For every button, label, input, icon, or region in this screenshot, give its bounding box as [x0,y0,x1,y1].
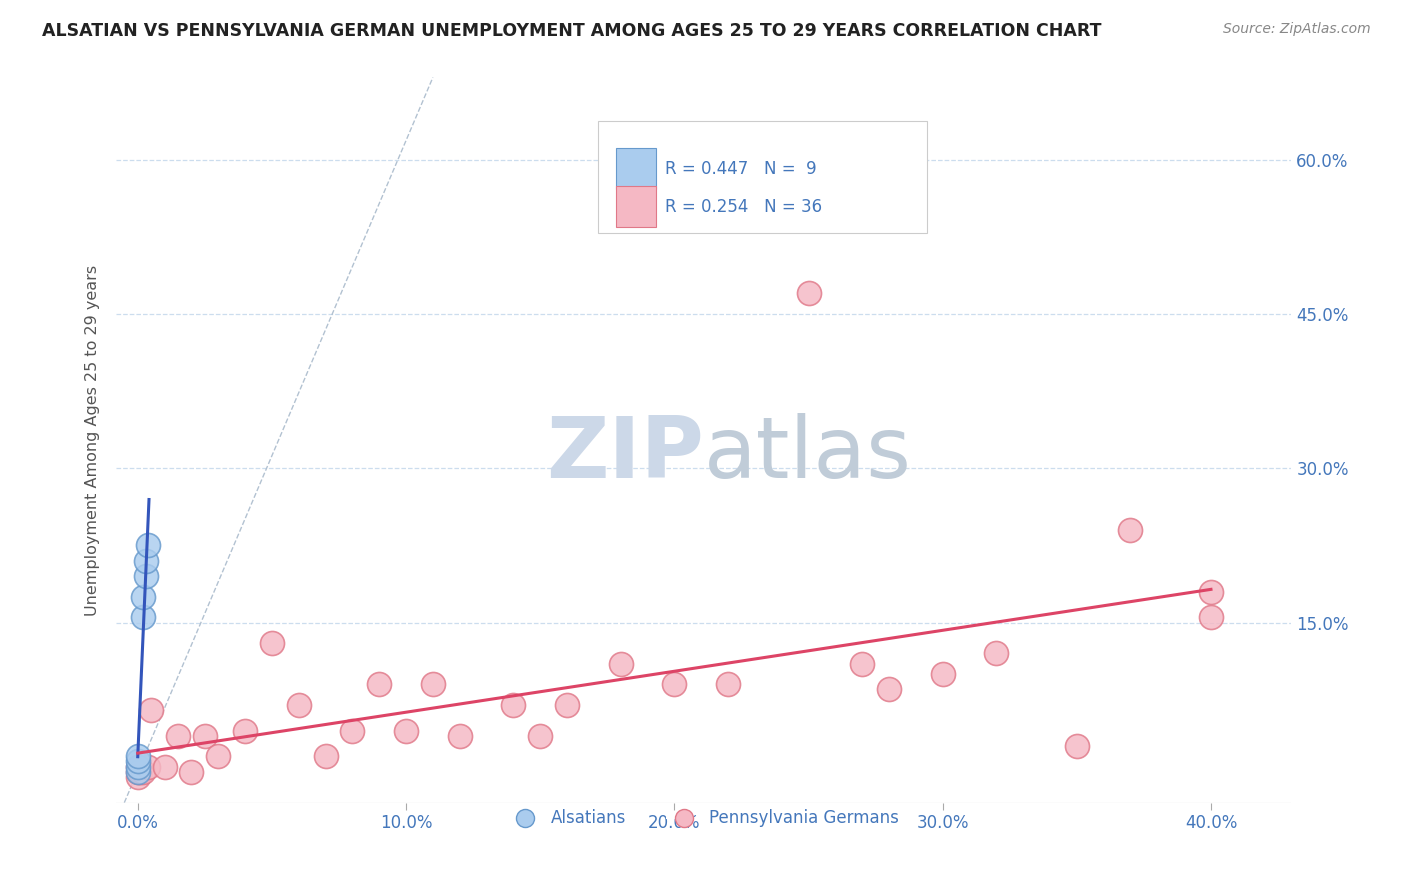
Point [132,610,155,624]
FancyBboxPatch shape [598,121,927,234]
Legend: Alsatians, Pennsylvania Germans: Alsatians, Pennsylvania Germans [502,803,905,834]
Point [127,749,149,764]
Point [717,677,740,691]
Point [132,590,155,604]
Point [609,657,631,671]
Point [167,729,190,743]
Point [135,554,157,568]
Text: ZIP: ZIP [546,413,704,496]
FancyBboxPatch shape [616,148,655,189]
Point [555,698,578,712]
Text: atlas: atlas [704,413,912,496]
Point [153,759,176,773]
Point [529,729,551,743]
Point [877,682,900,697]
Text: R = 0.447   N =  9: R = 0.447 N = 9 [665,160,817,178]
Point [502,698,524,712]
Point [127,759,149,773]
Point [127,759,149,773]
Text: R = 0.254   N = 36: R = 0.254 N = 36 [665,198,823,216]
Point [931,667,953,681]
Point [127,755,149,769]
Point [395,723,418,738]
Point [127,764,149,779]
Point [233,723,256,738]
Point [1199,584,1222,599]
Point [127,764,149,779]
Point [207,749,229,764]
Point [287,698,309,712]
Point [194,729,217,743]
Point [797,286,820,301]
Point [449,729,471,743]
Point [141,703,163,717]
Point [851,657,873,671]
Point [132,764,155,779]
Point [127,770,149,784]
Point [368,677,391,691]
Point [342,723,364,738]
Point [1119,523,1142,537]
FancyBboxPatch shape [616,186,655,227]
Y-axis label: Unemployment Among Ages 25 to 29 years: Unemployment Among Ages 25 to 29 years [86,264,100,615]
Text: Source: ZipAtlas.com: Source: ZipAtlas.com [1223,22,1371,37]
Point [135,569,157,583]
Point [986,647,1008,661]
Point [260,636,283,650]
Point [1066,739,1088,753]
Point [664,677,686,691]
Point [129,764,152,779]
Point [180,764,202,779]
Point [138,538,160,552]
Text: ALSATIAN VS PENNSYLVANIA GERMAN UNEMPLOYMENT AMONG AGES 25 TO 29 YEARS CORRELATI: ALSATIAN VS PENNSYLVANIA GERMAN UNEMPLOY… [42,22,1102,40]
Point [422,677,444,691]
Point [315,749,337,764]
Point [1199,610,1222,624]
Point [138,759,160,773]
